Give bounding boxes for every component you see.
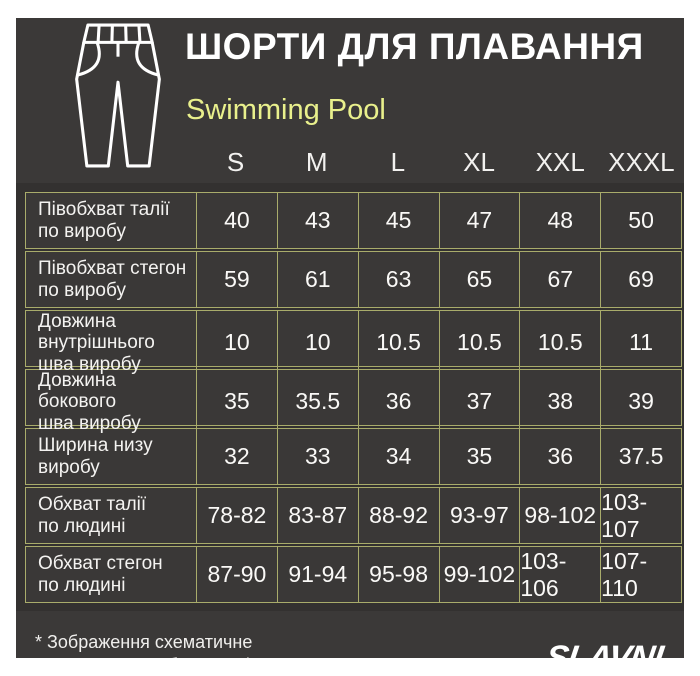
cell-value: 10: [276, 311, 358, 375]
cell-value: 40: [196, 193, 277, 248]
table-row: Обхват талії по людині 78-82 83-87 88-92…: [25, 487, 682, 544]
row-label: Обхват стегон по людині: [38, 553, 163, 596]
row-label: Обхват талії по людині: [38, 494, 147, 537]
cell-value: 38: [519, 370, 600, 434]
header: ШОРТИ ДЛЯ ПЛАВАННЯ Swimming Pool S M L X…: [16, 18, 684, 183]
cell-value: 69: [600, 252, 681, 307]
cell-value: 95-98: [357, 547, 439, 602]
cell-value: 35: [438, 429, 520, 484]
size-chart-card: ШОРТИ ДЛЯ ПЛАВАННЯ Swimming Pool S M L X…: [16, 18, 684, 658]
cell-value: 33: [276, 429, 358, 484]
cell-value: 91-94: [276, 547, 358, 602]
cell-value: 78-82: [196, 488, 277, 543]
table-row: Півобхват стегон по виробу 59 61 63 65 6…: [25, 251, 682, 308]
cell-value: 99-102: [438, 547, 520, 602]
size-header-row: S M L XL XXL XXXL: [25, 147, 682, 180]
row-label: Довжина бокового шва виробу: [38, 370, 141, 434]
cell-value: 36: [357, 370, 439, 434]
cell-value: 11: [600, 311, 681, 375]
row-label: Півобхват талії по виробу: [38, 199, 170, 242]
size-col-m: M: [305, 147, 328, 177]
row-label: Довжина внутрішнього шва виробу: [38, 311, 155, 375]
cell-value: 50: [600, 193, 681, 248]
cell-value: 63: [357, 252, 439, 307]
size-col-xxl: XXL: [535, 147, 585, 177]
size-col-xl: XL: [463, 147, 495, 177]
size-col-s: S: [226, 147, 245, 177]
table-row: Довжина бокового шва виробу 35 35.5 36 3…: [25, 369, 682, 434]
cell-value: 35.5: [276, 370, 358, 434]
cell-value: 45: [357, 193, 439, 248]
cell-value: 39: [600, 370, 681, 434]
footnotes: * Зображення схематичне * Можлива похибк…: [35, 631, 336, 658]
footnote-tolerance: * Можлива похибка у замірах 1-2 см: [35, 654, 336, 658]
cell-value: 36: [519, 429, 600, 484]
cell-value: 43: [276, 193, 358, 248]
brand-logo: SLAVNI: [543, 638, 665, 658]
footer: * Зображення схематичне * Можлива похибк…: [16, 611, 684, 658]
cell-value: 107-110: [600, 547, 681, 602]
cell-value: 47: [438, 193, 520, 248]
cell-value: 103-107: [600, 488, 681, 543]
size-col-spacer: [25, 178, 195, 180]
cell-value: 32: [196, 429, 277, 484]
cell-value: 83-87: [276, 488, 358, 543]
cell-value: 59: [196, 252, 277, 307]
pants-outline-icon: [75, 23, 161, 168]
table-row: Обхват стегон по людині 87-90 91-94 95-9…: [25, 546, 682, 603]
cell-value: 48: [519, 193, 600, 248]
size-col-l: L: [390, 147, 406, 177]
table-row: Ширина низу виробу 32 33 34 35 36 37.5: [25, 428, 682, 485]
row-label: Півобхват стегон по виробу: [38, 258, 187, 301]
cell-value: 65: [438, 252, 520, 307]
cell-value: 87-90: [196, 547, 277, 602]
size-table: Півобхват талії по виробу 40 43 45 47 48…: [16, 183, 684, 611]
cell-value: 103-106: [519, 547, 600, 602]
cell-value: 88-92: [357, 488, 439, 543]
page-subtitle: Swimming Pool: [186, 94, 386, 126]
cell-value: 10: [196, 311, 277, 375]
cell-value: 10.5: [357, 311, 439, 375]
cell-value: 37.5: [600, 429, 681, 484]
cell-value: 10.5: [438, 311, 520, 375]
cell-value: 37: [438, 370, 520, 434]
page-title: ШОРТИ ДЛЯ ПЛАВАННЯ: [185, 26, 644, 67]
row-label: Ширина низу виробу: [38, 435, 153, 478]
cell-value: 61: [276, 252, 358, 307]
cell-value: 35: [196, 370, 277, 434]
table-row: Півобхват талії по виробу 40 43 45 47 48…: [25, 192, 682, 249]
footnote-schematic: * Зображення схематичне: [35, 632, 253, 652]
size-col-xxxl: XXXL: [608, 147, 675, 177]
cell-value: 10.5: [519, 311, 600, 375]
table-row: Довжина внутрішнього шва виробу 10 10 10…: [25, 310, 682, 375]
cell-value: 67: [519, 252, 600, 307]
cell-value: 34: [357, 429, 439, 484]
cell-value: 98-102: [519, 488, 600, 543]
cell-value: 93-97: [438, 488, 520, 543]
